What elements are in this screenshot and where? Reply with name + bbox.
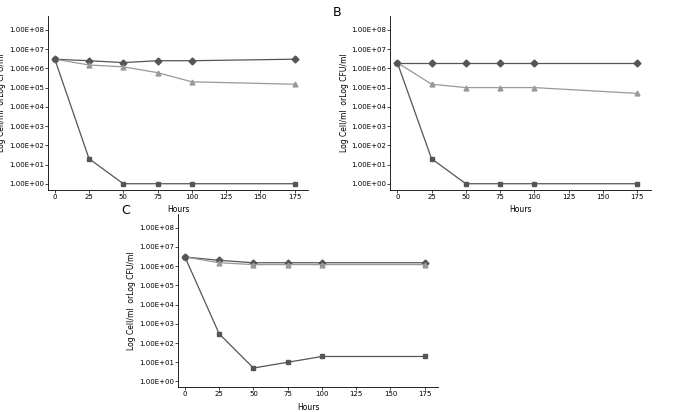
X-axis label: Hours: Hours bbox=[510, 205, 532, 214]
Y-axis label: Log Cell/ml  orLog CFU/ml: Log Cell/ml orLog CFU/ml bbox=[340, 54, 349, 152]
Text: C: C bbox=[121, 204, 129, 217]
Text: B: B bbox=[333, 6, 342, 19]
Y-axis label: Log Cell/ml  orLog CFU/ml: Log Cell/ml orLog CFU/ml bbox=[0, 54, 6, 152]
X-axis label: Hours: Hours bbox=[167, 205, 189, 214]
Y-axis label: Log Cell/ml  orLog CFU/ml: Log Cell/ml orLog CFU/ml bbox=[127, 251, 136, 350]
X-axis label: Hours: Hours bbox=[297, 403, 319, 412]
